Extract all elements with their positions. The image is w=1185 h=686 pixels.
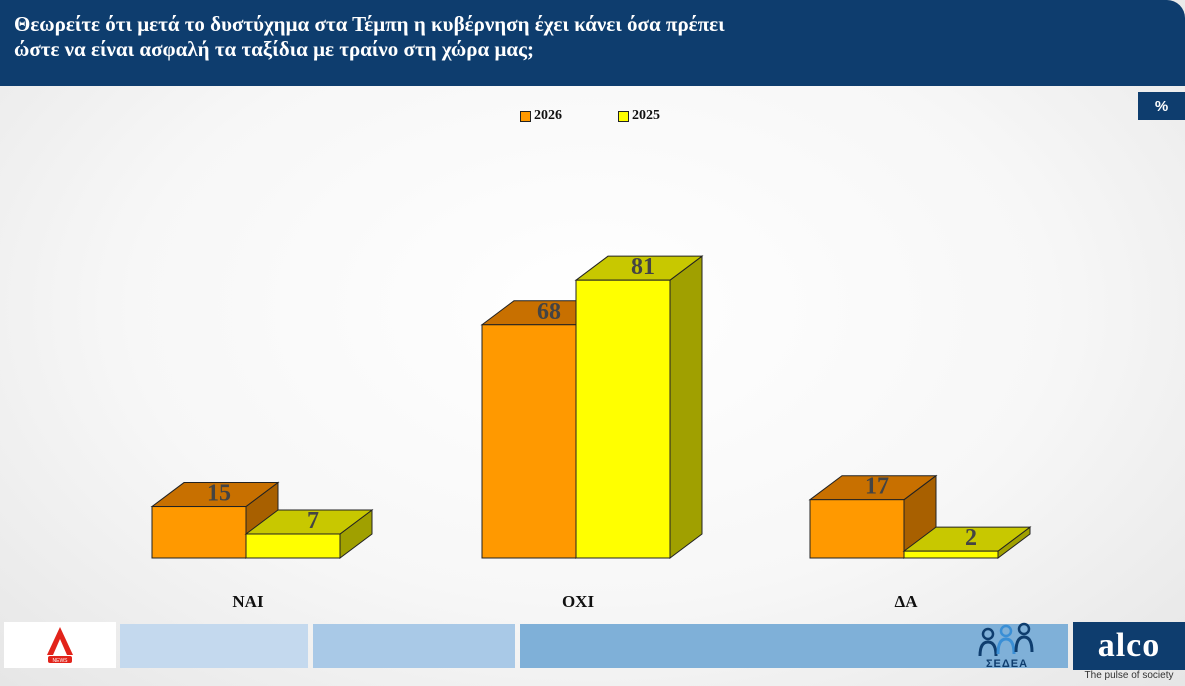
bar-2025-1 (575, 279, 671, 559)
bar-2026-1 (481, 324, 577, 559)
category-label-1: ΟΧΙ (562, 592, 595, 611)
bar-2026-2 (809, 499, 905, 559)
bar-2026-0 (151, 506, 247, 559)
legend-swatch-2026 (520, 110, 531, 122)
svg-text:NEWS: NEWS (53, 658, 69, 664)
bar-chart: 15 7 ΝΑΙ 68 81 ΟΧΙ 17 2 ΔΑ (150, 254, 1032, 611)
legend-label-2025: 2025 (632, 108, 660, 123)
category-label-2: ΔΑ (895, 592, 919, 611)
value-label-2025-2: 2 (965, 525, 977, 551)
chart-legend: 2026 2025 (520, 108, 660, 124)
sedea-label: ΣΕΔΕΑ (985, 658, 1029, 670)
value-label-2025-1: 81 (631, 254, 655, 280)
alpha-news-logo: NEWS (4, 622, 116, 668)
value-label-2026-0: 15 (207, 481, 231, 507)
legend-swatch-2025 (618, 110, 629, 122)
value-label-2026-1: 68 (537, 299, 561, 325)
footer-bar: NEWS ΣΕΔΕΑ alco The pulse of society (0, 622, 1185, 686)
legend-label-2026: 2026 (534, 108, 562, 123)
alco-logo-text: alco (1097, 627, 1161, 664)
category-label-0: ΝΑΙ (232, 592, 264, 611)
value-label-2025-0: 7 (307, 508, 319, 534)
alco-tagline: The pulse of society (1084, 670, 1174, 681)
question-title-line1: Θεωρείτε ότι μετά το δυστύχημα στα Τέμπη… (14, 12, 725, 36)
alpha-news-icon: NEWS (47, 627, 73, 664)
bar-2025-0 (245, 533, 341, 559)
footer-segment-2 (313, 624, 515, 668)
footer-segment-1 (120, 624, 308, 668)
legend-item-2025: 2025 (618, 108, 660, 124)
question-title-line2: ώστε να είναι ασφαλή τα ταξίδια με τραίν… (14, 37, 534, 61)
bar-2025-1-side (669, 255, 703, 559)
bar-2025-2 (903, 550, 999, 559)
percent-unit-badge: % (1138, 92, 1185, 120)
sedea-people-icon (978, 622, 1034, 657)
header-banner: Θεωρείτε ότι μετά το δυστύχημα στα Τέμπη… (0, 0, 1185, 86)
alco-logo: alco (1073, 622, 1185, 670)
value-label-2026-2: 17 (865, 474, 889, 500)
legend-item-2026: 2026 (520, 108, 562, 124)
footer-segment-3 (520, 624, 1068, 668)
